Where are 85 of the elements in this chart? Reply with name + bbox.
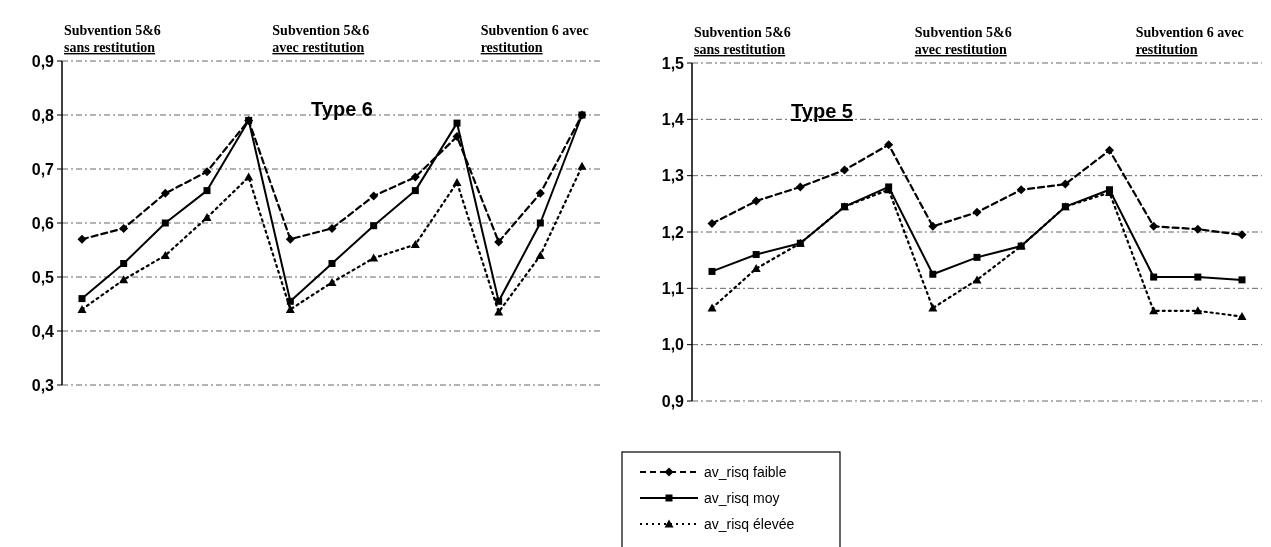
- point: [929, 270, 937, 278]
- y-tick-label: 0,3: [31, 376, 55, 394]
- point: [245, 116, 253, 124]
- text: Type 5: [791, 100, 853, 122]
- point: [840, 165, 849, 175]
- point: [202, 213, 212, 222]
- legend-label: av_risq moy: [704, 489, 780, 506]
- point: [577, 161, 587, 170]
- point: [328, 260, 336, 267]
- point: [1237, 230, 1247, 240]
- point: [327, 223, 337, 233]
- y-tick-label: 1,3: [661, 167, 685, 185]
- legend-label: av_risq élevée: [704, 515, 795, 532]
- text: Subvention 5&6 sans restitution: [64, 23, 161, 55]
- point: [973, 253, 981, 261]
- point: [751, 196, 761, 206]
- point: [1060, 179, 1070, 189]
- point: [884, 140, 894, 150]
- point: [410, 240, 420, 249]
- point: [370, 222, 378, 230]
- point: [536, 219, 544, 227]
- y-tick-label: 0,6: [31, 214, 55, 232]
- point: [494, 237, 504, 247]
- y-tick-label: 0,9: [31, 52, 55, 70]
- point: [120, 260, 128, 267]
- point: [1016, 185, 1026, 195]
- point: [203, 187, 211, 195]
- point: [452, 178, 462, 186]
- point: [1237, 312, 1247, 320]
- point: [928, 221, 938, 231]
- point: [707, 219, 717, 229]
- point: [285, 304, 295, 313]
- point: [327, 277, 337, 286]
- point: [160, 188, 170, 198]
- point: [410, 172, 420, 182]
- point: [1193, 306, 1203, 315]
- y-tick-label: 1,1: [661, 279, 685, 297]
- point: [1149, 221, 1159, 231]
- point: [1150, 273, 1158, 281]
- y-tick-label: 0,8: [31, 106, 55, 124]
- point: [285, 234, 295, 244]
- point: [77, 304, 87, 313]
- y-tick-label: 1,5: [661, 54, 685, 72]
- point: [708, 267, 716, 275]
- text: Type 6: [311, 98, 373, 120]
- point: [928, 303, 938, 312]
- point: [535, 188, 545, 198]
- point: [453, 119, 461, 127]
- point: [535, 250, 545, 259]
- point: [411, 187, 419, 195]
- y-tick-label: 1,4: [661, 110, 685, 128]
- point: [78, 295, 86, 303]
- y-tick-label: 0,9: [661, 392, 685, 410]
- text: Subvention 5&6 sans restitution: [694, 25, 791, 57]
- point: [369, 191, 379, 201]
- point: [1238, 276, 1246, 284]
- point: [1149, 306, 1159, 315]
- point: [119, 223, 129, 233]
- point: [77, 234, 87, 244]
- text: Subvention 6 avec restitution: [1135, 25, 1244, 57]
- point: [119, 275, 129, 284]
- point: [1105, 145, 1114, 155]
- point: [369, 253, 379, 262]
- legend-label: av_risq faible: [704, 463, 787, 480]
- text: Subvention 5&6 avec restitution: [272, 23, 370, 55]
- point: [752, 251, 760, 259]
- point: [707, 303, 717, 312]
- y-tick-label: 1,0: [661, 336, 685, 354]
- y-tick-label: 0,4: [31, 322, 55, 340]
- point: [160, 250, 170, 259]
- point: [494, 307, 504, 316]
- point: [244, 172, 254, 181]
- point: [1194, 273, 1202, 281]
- y-tick-label: 1,2: [661, 223, 685, 241]
- point: [795, 182, 805, 192]
- point: [751, 264, 761, 273]
- text: Subvention 6 avec restitution: [480, 23, 589, 55]
- point: [161, 219, 169, 227]
- point: [578, 111, 586, 119]
- text: Subvention 5&6 avec restitution: [914, 25, 1012, 57]
- point: [972, 207, 982, 217]
- point: [202, 167, 212, 177]
- point: [1193, 224, 1203, 234]
- y-tick-label: 0,5: [31, 268, 55, 286]
- y-tick-label: 0,7: [31, 160, 55, 178]
